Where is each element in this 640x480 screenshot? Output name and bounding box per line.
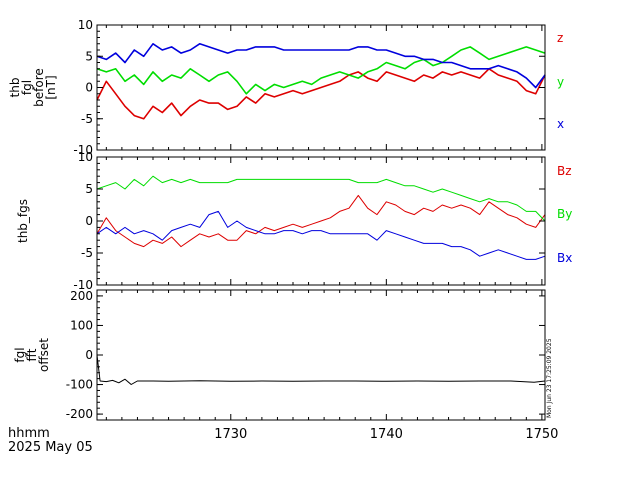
y-tick-label: -5 [81, 112, 93, 126]
y-tick-label: 0 [85, 348, 93, 362]
legend-by: By [557, 207, 572, 221]
y-tick-label: -10 [73, 278, 93, 292]
series-line-z [96, 68, 546, 120]
series-line-x [96, 43, 546, 89]
y-axis-label: fgl [20, 80, 34, 95]
panels: zyx-10-50510thbfglbefore[nT]BzByBx-10-50… [8, 18, 572, 442]
panel-2: Bz By Bx -10 -5 0 5 10 thb_fgs [16, 150, 572, 292]
y-axis-label: offset [37, 338, 51, 372]
y-axis-label: fgl [13, 347, 27, 362]
y-axis-label: [nT] [44, 75, 58, 99]
x-tick-label: 1730 [214, 427, 247, 442]
series-line-bz [96, 194, 546, 248]
x-axis-label-date: 2025 May 05 [8, 440, 93, 455]
legend-bx: Bx [557, 251, 572, 265]
series-line-by [96, 175, 546, 222]
y-tick-label: 10 [78, 18, 93, 32]
y-tick-label: -5 [81, 246, 93, 260]
y-axis-label: before [32, 68, 46, 107]
y-tick-label: -10 [73, 143, 93, 157]
y-axis-label: fft [25, 348, 39, 361]
x-axis-label-hhmm: hhmm [8, 426, 50, 441]
y-axis-label: thb_fgs [16, 199, 30, 243]
y-tick-label: 5 [85, 182, 93, 196]
y-tick-label: 5 [85, 49, 93, 63]
y-tick-label: 0 [85, 81, 93, 95]
legend-z: z [557, 31, 563, 45]
series-line-y [96, 46, 546, 95]
legend-x: x [557, 117, 564, 131]
legend-y: y [557, 75, 564, 89]
creation-timestamp: Mon Jun 23 17:25:09 2025 [546, 338, 553, 418]
y-tick-label: 10 [78, 150, 93, 164]
y-tick-label: -100 [66, 378, 93, 392]
legend-bz: Bz [557, 164, 572, 178]
x-tick-label: 1740 [370, 427, 403, 442]
y-tick-label: -200 [66, 407, 93, 421]
y-axis-label: thb [8, 78, 22, 98]
series-line-offset [96, 354, 546, 385]
series-line-bx [96, 210, 546, 260]
y-tick-label: 100 [70, 318, 93, 332]
y-tick-label: 200 [70, 289, 93, 303]
x-tick-label: 1750 [525, 427, 558, 442]
y-tick-label: 0 [85, 214, 93, 228]
